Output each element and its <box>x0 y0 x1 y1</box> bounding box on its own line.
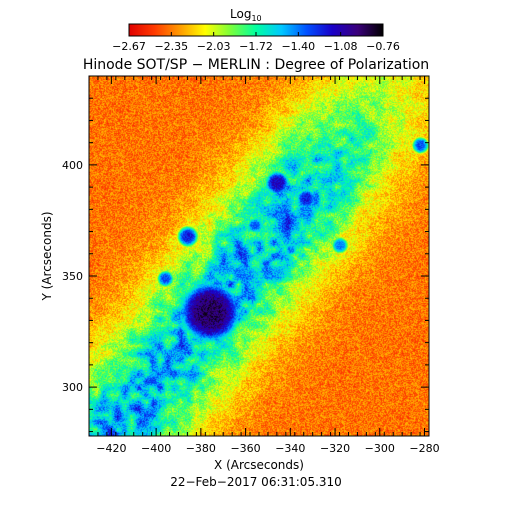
x-axis: −420 −400 −380 −360 −340 −320 −300 −280 <box>88 76 440 455</box>
y-tick-label: 350 <box>62 270 83 283</box>
x-tick-label: −360 <box>230 442 260 455</box>
x-tick-label: −280 <box>409 442 439 455</box>
y-tick-label: 400 <box>62 159 83 172</box>
y-axis-label: Y (Arcseconds) <box>40 211 54 301</box>
x-tick-label: −320 <box>320 442 350 455</box>
colorbar-tick-label: −1.72 <box>239 40 273 53</box>
colorbar-tick-label: −2.03 <box>197 40 231 53</box>
colorbar-ticks: −2.67 −2.35 −2.03 −1.72 −1.40 −1.08 −0.76 <box>112 32 400 53</box>
colorbar-tick-label: −2.35 <box>154 40 188 53</box>
colorbar-label: Log10 <box>230 7 262 23</box>
x-tick-label: −300 <box>365 442 395 455</box>
colorbar-tick-label: −0.76 <box>366 40 400 53</box>
chart-title: Hinode SOT/SP − MERLIN : Degree of Polar… <box>83 57 429 73</box>
x-axis-label: X (Arcseconds) <box>214 458 304 472</box>
y-tick-label: 300 <box>62 381 83 394</box>
colorbar-tick-label: −1.40 <box>281 40 315 53</box>
x-tick-label: −400 <box>141 442 171 455</box>
colorbar-tick-label: −2.67 <box>112 40 146 53</box>
polarization-heatmap <box>89 76 429 436</box>
x-tick-label: −420 <box>96 442 126 455</box>
x-tick-label: −380 <box>186 442 216 455</box>
x-tick-label: −340 <box>275 442 305 455</box>
colorbar-tick-label: −1.08 <box>324 40 358 53</box>
date-label: 22−Feb−2017 06:31:05.310 <box>170 475 342 489</box>
y-axis: 300 350 400 <box>62 75 429 433</box>
